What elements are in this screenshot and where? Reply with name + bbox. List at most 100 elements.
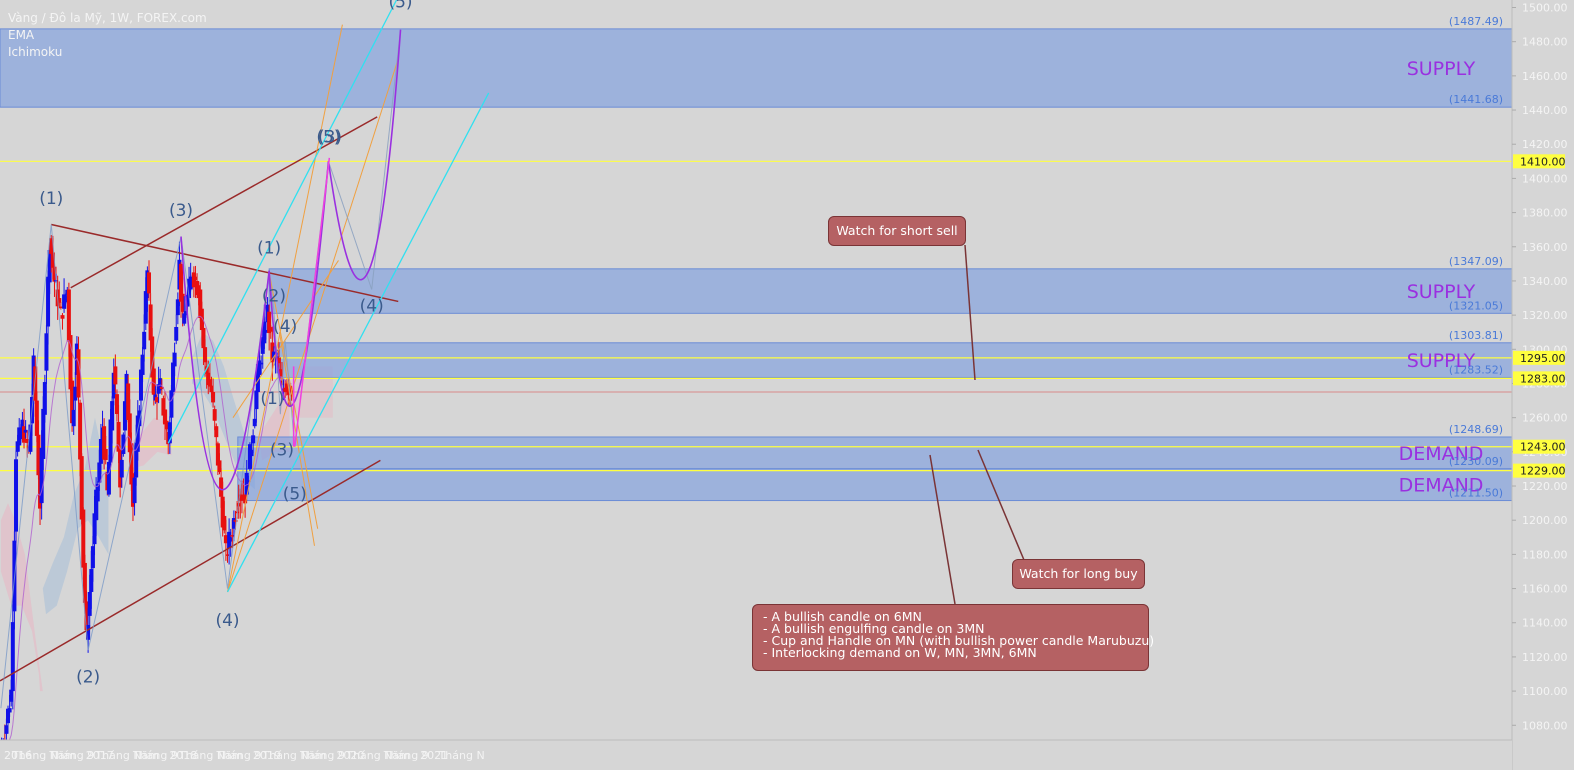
price-level-tag-label: 1243.00 xyxy=(1520,441,1566,454)
time-tick-label: Tháng Năm xyxy=(94,749,159,762)
candle-up xyxy=(119,459,124,478)
chart-legend: Vàng / Đô la Mỹ, 1W, FOREX.com EMA Ichim… xyxy=(8,10,207,61)
candle-down xyxy=(68,335,73,390)
supply-demand-zone xyxy=(268,268,1512,314)
candle-up xyxy=(23,429,28,433)
candle-down xyxy=(203,347,208,363)
time-axis-bg xyxy=(0,740,1512,770)
wave-label: (2) xyxy=(262,286,286,306)
price-tick-label: 1220.00 xyxy=(1522,480,1568,493)
long-buy-note[interactable]: Watch for long buy xyxy=(1012,559,1145,589)
candle-up xyxy=(87,592,92,616)
zone-bottom-value: (1230.09) xyxy=(1449,455,1503,468)
candle-down xyxy=(179,263,184,302)
candle-up xyxy=(185,294,190,307)
indicator-ema-label[interactable]: EMA xyxy=(8,28,35,42)
elliott-wave-path xyxy=(0,224,270,709)
candle-up xyxy=(172,352,177,367)
candle-up xyxy=(106,461,111,495)
candle-up xyxy=(28,424,33,452)
candle-up xyxy=(171,362,176,393)
candle-down xyxy=(126,383,131,421)
note-pointer xyxy=(964,244,976,381)
candle-down xyxy=(36,434,41,476)
candle-up xyxy=(122,401,127,431)
candle-up xyxy=(183,311,188,316)
zone-bottom-value: (1283.52) xyxy=(1449,363,1503,376)
price-level-tag[interactable] xyxy=(1513,350,1565,365)
candle-down xyxy=(76,349,81,398)
wave-label: (1) xyxy=(39,189,63,209)
time-tick-label: Tháng Năm xyxy=(11,749,76,762)
candle-down xyxy=(81,509,86,568)
candle-down xyxy=(114,394,119,415)
candle-up xyxy=(182,313,187,324)
candle-down xyxy=(206,372,211,386)
channel-orange-lower xyxy=(227,58,399,593)
candle-down xyxy=(116,421,121,452)
candle-up xyxy=(14,459,19,532)
candle-down xyxy=(150,336,155,378)
candle-down xyxy=(215,443,220,466)
price-tick-label: 1440.00 xyxy=(1522,104,1568,117)
candle-up xyxy=(42,382,47,415)
candle-down xyxy=(146,272,151,294)
candle-down xyxy=(66,289,71,342)
short-sell-note[interactable]: Watch for short sell xyxy=(828,216,966,246)
time-tick-label: 2019 xyxy=(253,749,281,762)
channel-cyan-lower xyxy=(226,92,490,593)
time-tick-label: Tháng Năm xyxy=(345,749,410,762)
time-tick-label: 2017 xyxy=(86,749,114,762)
candle-up xyxy=(90,546,95,569)
candle-down xyxy=(220,496,225,528)
candle-down xyxy=(225,554,230,556)
candle-up xyxy=(18,431,23,440)
candle-up xyxy=(254,390,259,410)
price-level-tag[interactable] xyxy=(1513,371,1565,386)
candle-up xyxy=(138,369,143,401)
candle-up xyxy=(169,390,174,418)
candle-down xyxy=(233,520,238,522)
candle-up xyxy=(92,513,97,545)
indicator-ichimoku-label[interactable]: Ichimoku xyxy=(8,45,63,59)
candle-down xyxy=(148,304,153,341)
candle-down xyxy=(151,368,156,395)
candle-up xyxy=(140,354,145,375)
candle-up xyxy=(110,401,115,431)
price-tick-label: 1340.00 xyxy=(1522,275,1568,288)
analysis-note[interactable]: - A bullish candle on 6MN - A bullish en… xyxy=(752,604,1154,671)
candle-up xyxy=(71,409,76,427)
price-tick-label: 1160.00 xyxy=(1522,583,1568,596)
supply-demand-zone xyxy=(0,28,1512,108)
candle-down xyxy=(219,477,224,497)
candle-down xyxy=(239,494,244,501)
ichimoku-cloud-bear xyxy=(0,503,43,692)
analysis-note-line: - A bullish candle on 6MN xyxy=(763,609,922,624)
wave-label: (4) xyxy=(360,297,384,317)
channel-cyan-upper xyxy=(167,0,398,444)
price-tick-label: 1200.00 xyxy=(1522,514,1568,527)
candle-down xyxy=(58,306,63,309)
candle-down xyxy=(155,397,160,403)
symbol-title[interactable]: Vàng / Đô la Mỹ, 1W, FOREX.com xyxy=(8,11,207,25)
candle-up xyxy=(86,624,91,640)
ichimoku-cloud-bull xyxy=(42,417,109,615)
wave-label: (4) xyxy=(273,317,297,337)
candle-down xyxy=(267,311,272,334)
candle-down xyxy=(84,601,89,631)
candle-up xyxy=(231,518,236,529)
candle-up xyxy=(174,326,179,341)
price-level-tag[interactable] xyxy=(1513,463,1565,478)
price-level-tag[interactable] xyxy=(1513,439,1565,454)
trendline-upper-descending xyxy=(51,223,399,303)
projection-line xyxy=(294,157,331,447)
price-level-tag[interactable] xyxy=(1513,154,1565,169)
candle-down xyxy=(60,315,65,319)
candle-up xyxy=(255,364,260,393)
candle-down xyxy=(201,327,206,349)
zone-label: SUPPLY xyxy=(1407,350,1476,372)
price-tick-label: 1320.00 xyxy=(1522,309,1568,322)
wave-label: (1) xyxy=(260,389,284,409)
